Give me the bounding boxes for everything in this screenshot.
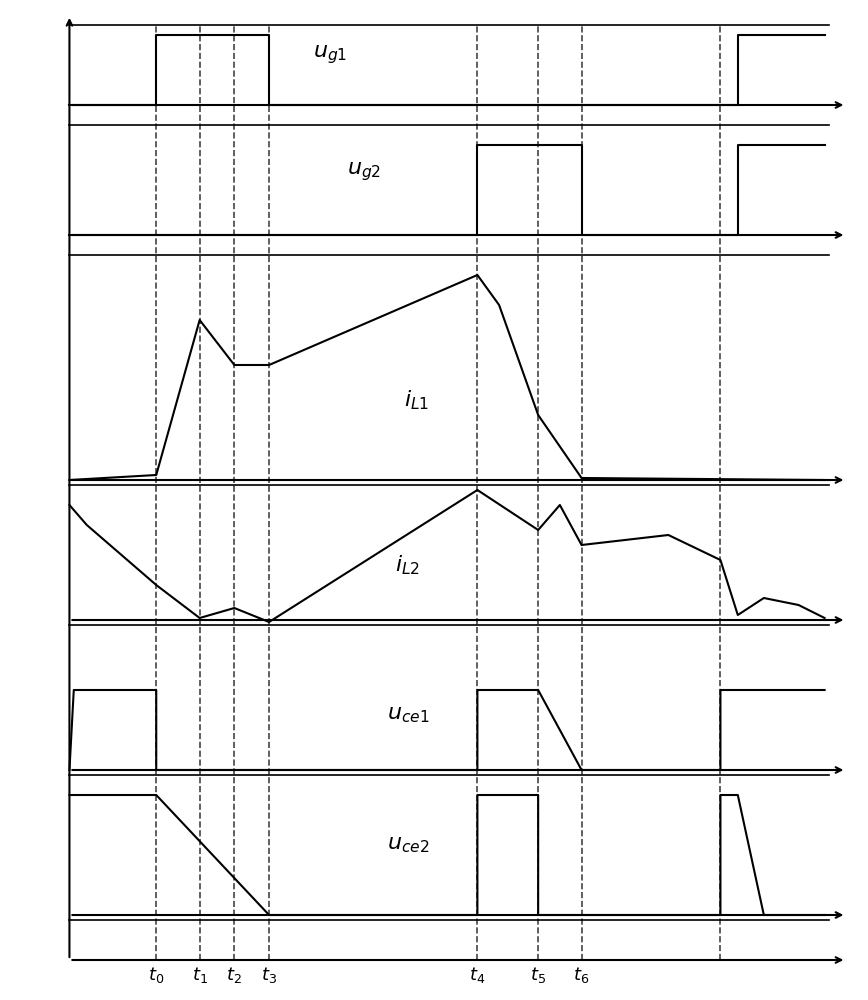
Text: $t_{1}$: $t_{1}$ bbox=[192, 965, 207, 985]
Text: $u_{g2}$: $u_{g2}$ bbox=[347, 161, 382, 183]
Text: $i_{L1}$: $i_{L1}$ bbox=[404, 388, 430, 412]
Text: $t_{2}$: $t_{2}$ bbox=[227, 965, 242, 985]
Text: $t_{5}$: $t_{5}$ bbox=[530, 965, 546, 985]
Text: $i_{L2}$: $i_{L2}$ bbox=[396, 553, 420, 577]
Text: $u_{ce2}$: $u_{ce2}$ bbox=[387, 835, 429, 855]
Text: $u_{g1}$: $u_{g1}$ bbox=[312, 44, 347, 66]
Text: $t_{0}$: $t_{0}$ bbox=[148, 965, 164, 985]
Text: $t_{4}$: $t_{4}$ bbox=[470, 965, 485, 985]
Text: $u_{ce1}$: $u_{ce1}$ bbox=[386, 705, 430, 725]
Text: $t_{6}$: $t_{6}$ bbox=[574, 965, 589, 985]
Text: $t_{3}$: $t_{3}$ bbox=[261, 965, 277, 985]
